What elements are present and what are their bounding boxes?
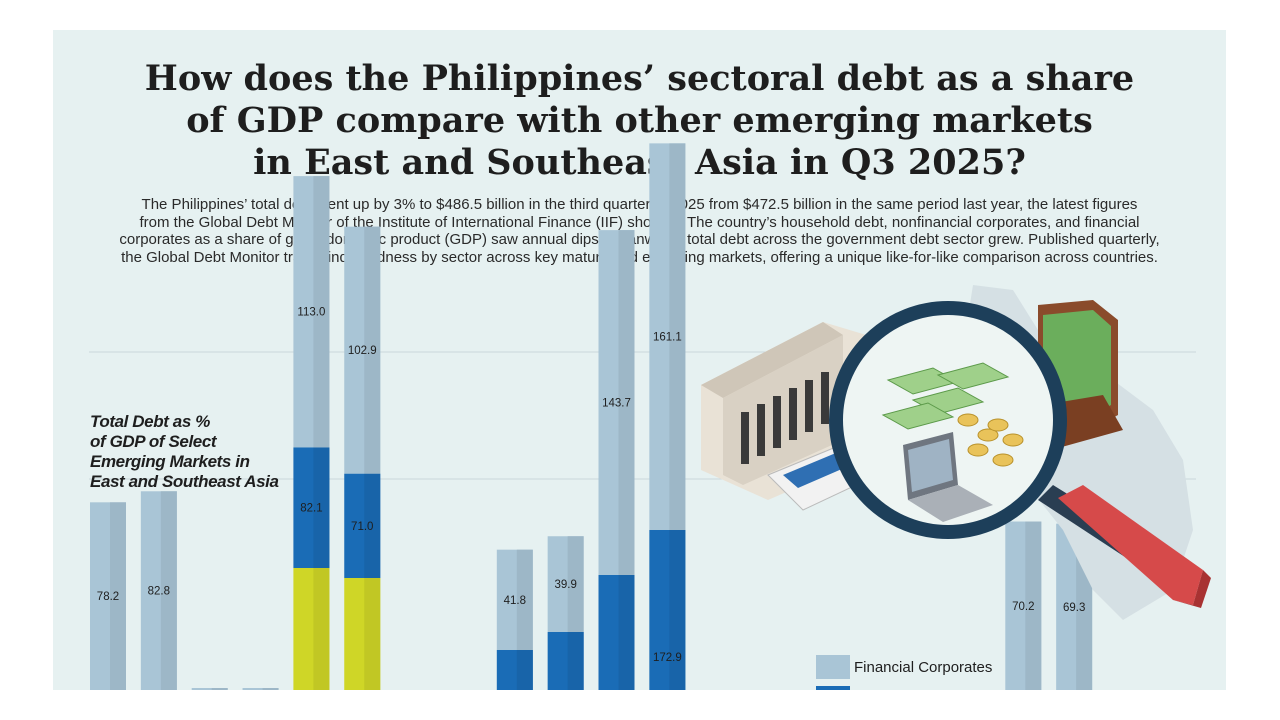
- legend-item-second-series: [816, 686, 854, 690]
- chart-title: Total Debt as % of GDP of Select Emergin…: [90, 412, 279, 492]
- stacked-bar-chart: 78.2 82.8 82.1 113.0 71.0 102.9 41.8 39.9 143.7 1…: [89, 143, 1211, 690]
- bank-roof: [701, 322, 843, 398]
- laptop-icon: [903, 432, 993, 522]
- magnifier-handle: [1058, 485, 1203, 605]
- bar-segment: [191, 688, 228, 690]
- bank-window: [789, 388, 797, 440]
- bar-segment-shade: [567, 632, 584, 690]
- bar-segment-shade: [313, 568, 330, 690]
- bar-segment-shade: [669, 530, 686, 690]
- chart-title-line: East and Southeast Asia: [90, 472, 279, 491]
- data-label: 69.3: [1063, 602, 1085, 614]
- coin: [977, 428, 999, 442]
- bank-window: [805, 380, 813, 432]
- bar-segment-shade: [313, 447, 330, 568]
- bar-segment-shade: [618, 575, 635, 690]
- data-label: 113.0: [297, 307, 325, 319]
- bar-segment-shade: [1025, 521, 1042, 690]
- data-label: 172.9: [653, 652, 682, 664]
- laptop-base: [908, 485, 993, 522]
- chart-title-line: Total Debt as %: [90, 412, 210, 431]
- bar-segment-shade: [669, 143, 686, 531]
- bar-segment-shade: [262, 688, 279, 690]
- chart-title-line: of GDP of Select: [90, 432, 217, 451]
- data-label: 39.9: [554, 579, 576, 591]
- data-label: 78.2: [97, 591, 119, 603]
- bar-segment-shade: [364, 226, 381, 474]
- data-label: 41.8: [504, 595, 526, 607]
- coin: [987, 418, 1009, 432]
- bar-segment-shade: [364, 578, 381, 690]
- data-label: 82.8: [148, 586, 170, 598]
- bar-segment-shade: [618, 230, 635, 575]
- magnifying-glass-icon: [829, 301, 1067, 539]
- money-bill: [881, 402, 955, 430]
- title-line: of GDP compare with other emerging marke…: [186, 100, 1093, 141]
- legend-swatch: [816, 655, 850, 679]
- title-line: in East and Southeast Asia in Q3 2025?: [253, 142, 1026, 183]
- bar-segment: [242, 688, 279, 690]
- legend-label: Financial Corporates: [854, 658, 993, 676]
- magnifier-handle-shade: [1173, 570, 1211, 608]
- bar-segment-shade: [516, 650, 533, 690]
- money-stack-icon: [881, 362, 1010, 430]
- bank-window: [821, 372, 829, 424]
- bar-segment-shade: [364, 473, 381, 578]
- bar-segment-shade: [313, 176, 330, 448]
- money-bill: [936, 362, 1010, 390]
- coin: [967, 443, 989, 457]
- data-label: 70.2: [1012, 601, 1034, 613]
- coin: [957, 413, 979, 427]
- chart-title-line: Emerging Markets in: [90, 452, 250, 471]
- bank-building-icon: [701, 322, 883, 500]
- coin: [1002, 433, 1024, 447]
- bar-segment-shade: [160, 491, 177, 690]
- bar-segment-shade: [516, 549, 533, 650]
- magnifier-lens: [838, 310, 1058, 530]
- bar-segment-shade: [567, 536, 584, 632]
- coins-icon: [957, 413, 1024, 467]
- laptop-display: [908, 439, 953, 492]
- intro-line: from the Global Debt Monitor of the Inst…: [139, 213, 1140, 231]
- bank-window: [757, 404, 765, 456]
- legend-item-financial-corporates: Financial Corporates: [816, 655, 992, 679]
- bar-segment-shade: [110, 502, 126, 690]
- intro-line: the Global Debt Monitor tracks indebtedn…: [121, 248, 1158, 266]
- data-label: 161.1: [653, 332, 682, 344]
- page-title: How does the Philippines’ sectoral debt …: [53, 58, 1226, 184]
- legend-swatch: [816, 686, 850, 690]
- data-label: 82.1: [300, 503, 322, 515]
- title-line: How does the Philippines’ sectoral debt …: [144, 58, 1135, 99]
- bar-segment-shade: [211, 688, 228, 690]
- data-label: 102.9: [348, 345, 377, 357]
- intro-line: The Philippines’ total debt went up by 3…: [141, 196, 1138, 213]
- data-label: 71.0: [351, 521, 373, 533]
- coin: [992, 453, 1014, 467]
- bank-window: [741, 412, 749, 464]
- data-label: 143.7: [602, 398, 631, 410]
- illustration: [701, 285, 1211, 620]
- infographic-panel: How does the Philippines’ sectoral debt …: [53, 30, 1226, 690]
- bank-window: [773, 396, 781, 448]
- bank-wall: [723, 335, 843, 485]
